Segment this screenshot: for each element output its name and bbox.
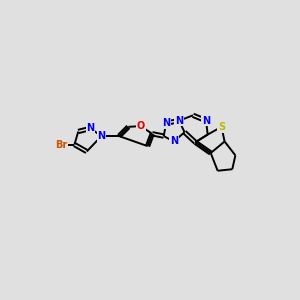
Text: N: N bbox=[202, 116, 210, 126]
Text: N: N bbox=[170, 136, 178, 146]
Text: N: N bbox=[86, 123, 95, 134]
Text: O: O bbox=[136, 121, 145, 131]
Text: S: S bbox=[218, 122, 225, 132]
Text: N: N bbox=[97, 131, 106, 141]
Text: Br: Br bbox=[55, 140, 68, 150]
Text: N: N bbox=[175, 116, 183, 126]
Text: N: N bbox=[162, 118, 170, 128]
